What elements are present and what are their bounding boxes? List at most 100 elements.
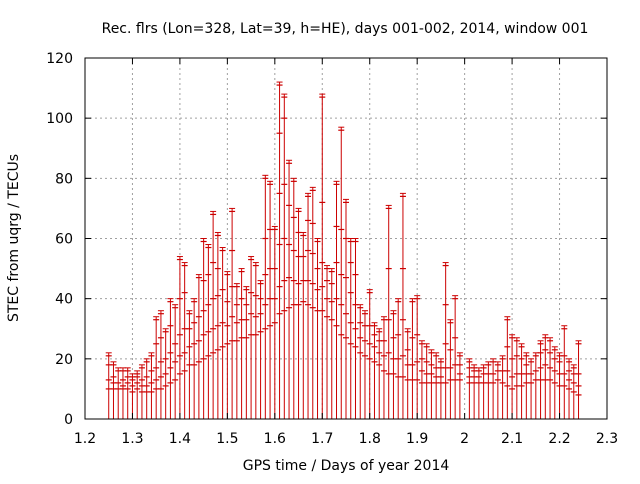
x-tick-label: 1.2	[74, 431, 96, 447]
data-range	[229, 207, 236, 419]
data-range	[238, 268, 245, 419]
data-range	[504, 316, 511, 419]
data-range	[309, 186, 316, 419]
data-range	[542, 334, 549, 419]
y-tick-label: 80	[55, 171, 73, 187]
data-range	[148, 352, 155, 419]
data-range	[328, 268, 335, 419]
x-tick-label: 2.2	[548, 431, 570, 447]
data-range	[210, 210, 217, 419]
y-tick-label: 40	[55, 292, 73, 308]
data-range	[295, 207, 302, 419]
data-range	[119, 367, 126, 419]
data-range	[385, 204, 392, 419]
data-range	[509, 334, 516, 419]
data-range	[157, 310, 164, 419]
data-range	[551, 346, 558, 419]
x-tick-label: 1.7	[311, 431, 333, 447]
data-range	[447, 319, 454, 419]
data-range	[532, 352, 539, 419]
data-range	[428, 349, 435, 419]
x-tick-label: 1.3	[121, 431, 143, 447]
data-range	[452, 295, 459, 419]
data-range	[271, 225, 278, 419]
data-range	[172, 304, 179, 419]
data-range	[513, 337, 520, 419]
data-range	[200, 238, 207, 419]
data-range	[343, 198, 349, 419]
y-tick-label: 120	[46, 51, 73, 67]
data-range	[191, 298, 198, 419]
data-range	[366, 289, 373, 419]
data-range	[186, 310, 193, 419]
axis-ticks: 1.2 1.3 1.4 1.5 1.6 1.7 1.8 1.9 2 2.1 2.2 2.3 0 20 40 6…	[46, 51, 618, 447]
x-tick-label: 2.1	[501, 431, 523, 447]
data-range	[570, 364, 577, 419]
data-range	[214, 231, 221, 419]
data-range	[423, 343, 430, 419]
data-range	[153, 316, 160, 419]
data-range	[347, 238, 354, 419]
data-range	[485, 361, 492, 419]
x-tick-label: 1.8	[359, 431, 381, 447]
x-tick-label: 1.4	[169, 431, 191, 447]
data-range	[471, 364, 478, 419]
data-range	[442, 262, 449, 419]
data-range	[124, 367, 131, 419]
x-tick-label: 1.9	[406, 431, 428, 447]
data-range	[162, 328, 169, 419]
data-range	[181, 262, 188, 419]
data-range	[352, 238, 359, 419]
y-tick-label: 20	[55, 352, 73, 368]
x-tick-label: 2.3	[596, 431, 618, 447]
data-range	[305, 192, 312, 419]
data-range	[528, 358, 535, 419]
x-tick-label: 2	[460, 431, 469, 447]
data-range	[338, 126, 345, 419]
data-range	[537, 340, 544, 419]
data-range	[324, 265, 331, 419]
data-range	[395, 298, 402, 419]
y-tick-label: 60	[55, 232, 73, 248]
data-range	[480, 364, 487, 419]
data-range	[566, 358, 573, 419]
data-range	[219, 247, 226, 419]
data-range	[357, 304, 364, 419]
data-range	[257, 280, 264, 419]
data-range	[134, 370, 141, 419]
data-series	[105, 81, 582, 419]
data-range	[456, 352, 463, 419]
data-range	[233, 283, 240, 419]
data-range	[547, 337, 554, 419]
data-range	[286, 159, 293, 419]
x-tick-label: 1.6	[264, 431, 286, 447]
data-range	[300, 231, 307, 419]
data-range	[195, 274, 202, 419]
data-range	[205, 244, 212, 419]
data-range	[561, 325, 568, 419]
data-range	[414, 295, 421, 419]
data-range	[575, 340, 582, 419]
data-range	[224, 271, 231, 419]
data-range	[518, 343, 525, 419]
y-tick-label: 100	[46, 111, 73, 127]
data-range	[475, 367, 482, 419]
data-range	[380, 316, 387, 419]
data-range	[267, 180, 274, 419]
data-range	[129, 373, 136, 419]
data-range	[252, 262, 259, 419]
data-range	[399, 192, 406, 419]
chart-title: Rec. flrs (Lon=328, Lat=39, h=HE), days …	[102, 21, 589, 37]
data-range	[281, 93, 288, 419]
data-range	[115, 367, 122, 419]
x-axis-label: GPS time / Days of year 2014	[243, 458, 450, 474]
data-range	[314, 238, 321, 419]
data-range	[376, 328, 383, 419]
data-range	[490, 358, 497, 419]
data-range	[433, 352, 440, 419]
data-range	[105, 352, 112, 419]
y-tick-label: 0	[64, 412, 73, 428]
data-range	[176, 256, 183, 419]
